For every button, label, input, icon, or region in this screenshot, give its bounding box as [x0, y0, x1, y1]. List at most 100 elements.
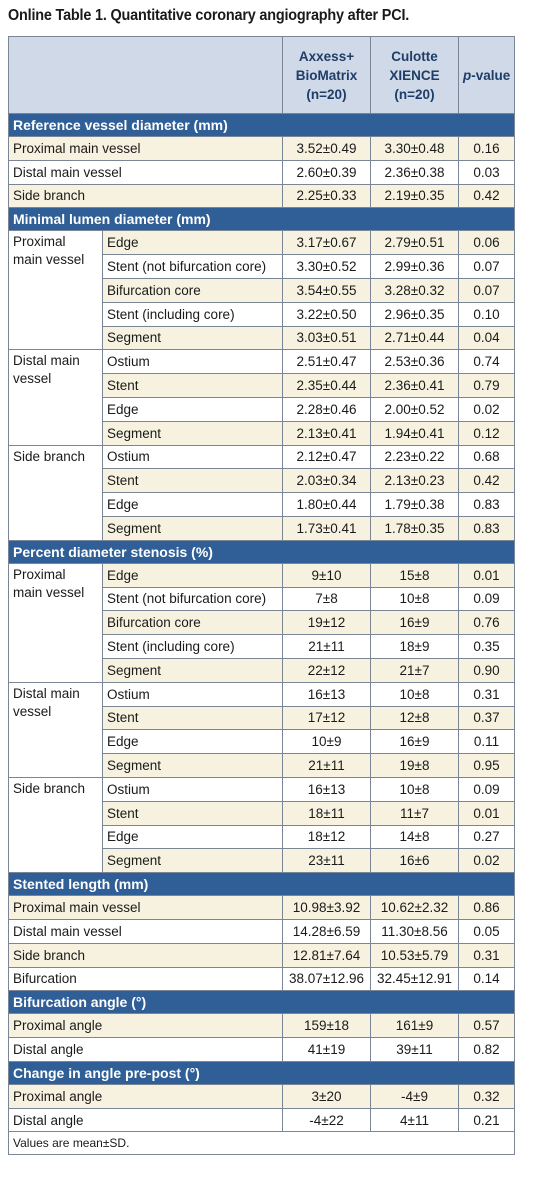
header-row: Axxess+ BioMatrix (n=20) Culotte XIENCE …	[8, 36, 515, 114]
row-label: Segment	[102, 848, 283, 874]
culotte-value: 21±7	[370, 657, 459, 683]
row-label: Stent	[102, 705, 283, 731]
table-row: Stent 2.03±0.34 2.13±0.23 0.42	[9, 468, 515, 494]
table-row: Stent 2.35±0.44 2.36±0.41 0.79	[9, 373, 515, 398]
table-row: Side branch 12.81±7.64 10.53±5.79 0.31	[8, 942, 515, 968]
table-row: Proximal angle 3±20 -4±9 0.32	[8, 1083, 515, 1109]
header-p-italic: p	[463, 67, 472, 83]
row-label: Stent	[102, 373, 283, 398]
group-label: Proximal main vessel	[8, 230, 103, 351]
p-value: 0.04	[458, 325, 515, 351]
row-label: Edge	[102, 396, 283, 422]
culotte-value: 2.23±0.22	[370, 444, 459, 470]
p-value: 0.06	[458, 230, 515, 256]
table-row: Distal main vessel Ostium 2.51±0.47 2.53±0.…	[8, 349, 515, 446]
axxess-value: 1.73±0.41	[282, 515, 371, 541]
row-label: Stent	[102, 468, 283, 494]
footnote-row: Values are mean±SD.	[8, 1131, 515, 1156]
row-label: Edge	[102, 492, 283, 517]
p-value: 0.86	[458, 895, 515, 920]
p-value: 0.83	[458, 515, 515, 541]
section-title: Change in angle pre-post (°)	[8, 1060, 515, 1085]
table-row: Segment 21±11 19±8 0.95	[9, 753, 515, 778]
section-header: Bifurcation angle (°)	[8, 990, 515, 1015]
p-value: 0.76	[458, 610, 515, 636]
axxess-value: 16±13	[282, 776, 371, 802]
row-label: Ostium	[102, 444, 283, 470]
axxess-value: 9±10	[282, 562, 371, 588]
table-row: Proximal main vessel Edge 9±10 15±8 0.01	[8, 562, 515, 683]
group-label: Side branch	[8, 776, 103, 874]
p-value: 0.01	[458, 562, 515, 588]
row-label: Bifurcation core	[102, 610, 283, 636]
p-value: 0.74	[458, 349, 515, 375]
culotte-value: 2.53±0.36	[370, 349, 459, 375]
culotte-value: 16±9	[370, 729, 459, 755]
section-title: Bifurcation angle (°)	[8, 990, 515, 1015]
p-value: 0.95	[458, 753, 515, 778]
culotte-value: 15±8	[370, 562, 459, 588]
axxess-value: 2.03±0.34	[282, 468, 371, 494]
row-label: Stent (including core)	[102, 301, 283, 327]
footnote: Values are mean±SD.	[8, 1131, 515, 1156]
row-label: Edge	[102, 729, 283, 755]
axxess-value: 3.52±0.49	[282, 136, 371, 161]
p-value: 0.14	[458, 966, 515, 992]
section-header: Percent diameter stenosis (%)	[8, 539, 515, 564]
table-row: Stent 17±12 12±8 0.37	[9, 705, 515, 731]
table-row: Side branch Ostium 2.12±0.47 2.23±0.22 0.68	[8, 444, 515, 541]
p-value: 0.68	[458, 444, 515, 470]
row-label: Segment	[102, 420, 283, 446]
section-title: Reference vessel diameter (mm)	[8, 113, 515, 137]
axxess-value: 21±11	[282, 634, 371, 659]
axxess-value: 18±12	[282, 824, 371, 850]
header-axxess: Axxess+ BioMatrix (n=20)	[282, 36, 371, 114]
row-label: Bifurcation core	[102, 277, 283, 303]
row-label: Distal main vessel	[8, 159, 283, 185]
header-culotte: Culotte XIENCE (n=20)	[370, 36, 459, 114]
header-blank	[8, 36, 283, 114]
p-value: 0.01	[458, 800, 515, 826]
row-label: Stent (including core)	[102, 634, 283, 659]
p-value: 0.79	[458, 373, 515, 398]
p-value: 0.31	[458, 942, 515, 968]
table-row: Stent (including core) 21±11 18±9 0.35	[9, 634, 515, 659]
table-row: Distal angle 41±19 39±11 0.82	[8, 1037, 515, 1062]
culotte-value: 18±9	[370, 634, 459, 659]
axxess-value: 38.07±12.96	[282, 966, 371, 992]
row-label: Ostium	[102, 349, 283, 375]
header-p-rest: -value	[471, 67, 511, 83]
section-header: Change in angle pre-post (°)	[8, 1060, 515, 1085]
table-row: Stent (including core) 3.22±0.50 2.96±0.35…	[9, 301, 515, 327]
table-row: Segment 2.13±0.41 1.94±0.41 0.12	[9, 420, 515, 446]
group-label: Distal main vessel	[8, 349, 103, 446]
p-value: 0.02	[458, 848, 515, 874]
row-label: Bifurcation	[8, 966, 283, 992]
p-value: 0.31	[458, 681, 515, 707]
axxess-value: 2.51±0.47	[282, 349, 371, 375]
axxess-value: 3.22±0.50	[282, 301, 371, 327]
table-row: Stent 18±11 11±7 0.01	[9, 800, 515, 826]
culotte-value: 2.99±0.36	[370, 254, 459, 279]
table-row: Edge 18±12 14±8 0.27	[9, 824, 515, 850]
culotte-value: 2.13±0.23	[370, 468, 459, 494]
table-row: Proximal main vessel 10.98±3.92 10.62±2.32…	[8, 895, 515, 920]
group-label: Proximal main vessel	[8, 562, 103, 683]
table-row: Proximal main vessel 3.52±0.49 3.30±0.48 0.…	[8, 136, 515, 161]
axxess-value: 2.12±0.47	[282, 444, 371, 470]
row-label: Edge	[102, 824, 283, 850]
section-title: Minimal lumen diameter (mm)	[8, 207, 515, 232]
axxess-value: 3.03±0.51	[282, 325, 371, 351]
culotte-value: 1.79±0.38	[370, 492, 459, 517]
axxess-value: 16±13	[282, 681, 371, 707]
p-value: 0.02	[458, 396, 515, 422]
p-value: 0.37	[458, 705, 515, 731]
culotte-value: 1.94±0.41	[370, 420, 459, 446]
table-row: Segment 1.73±0.41 1.78±0.35 0.83	[9, 515, 515, 541]
p-value: 0.09	[458, 776, 515, 802]
row-label: Edge	[102, 562, 283, 588]
culotte-value: 16±9	[370, 610, 459, 636]
axxess-value: 2.28±0.46	[282, 396, 371, 422]
axxess-value: 22±12	[282, 657, 371, 683]
table-row: Stent (not bifurcation core) 3.30±0.52 2.9…	[9, 254, 515, 279]
